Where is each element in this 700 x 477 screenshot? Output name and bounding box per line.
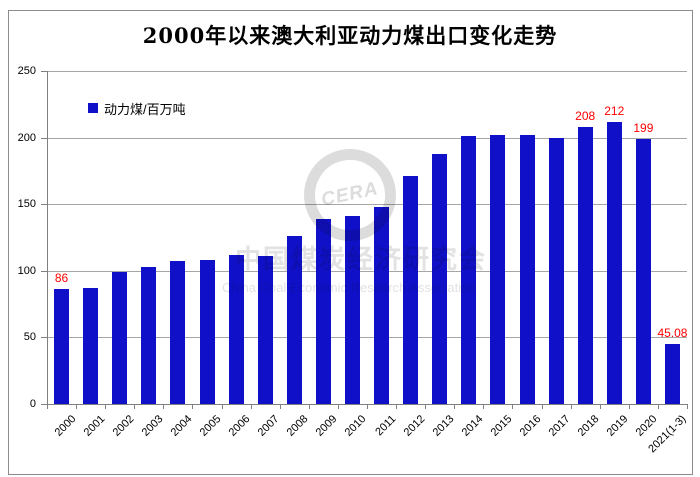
- x-tick: [512, 405, 514, 409]
- bar-value-label-2020: 199: [633, 120, 654, 135]
- bar-2006: [228, 254, 244, 404]
- bar-2013: [432, 153, 448, 404]
- x-tick: [454, 405, 456, 409]
- x-tick: [657, 405, 659, 409]
- y-axis-label-150: 150: [17, 198, 36, 211]
- gridline-50: [47, 337, 687, 339]
- x-tick: [483, 405, 485, 409]
- x-tick: [396, 405, 398, 409]
- bar-2017: [548, 137, 564, 404]
- legend: 动力煤/百万吨: [88, 101, 186, 117]
- bar-2016: [519, 134, 535, 404]
- x-tick: [250, 405, 252, 409]
- bar-2010: [344, 216, 360, 404]
- y-axis: [47, 71, 48, 404]
- x-tick: [105, 405, 107, 409]
- x-tick: [541, 405, 543, 409]
- x-tick: [134, 405, 136, 409]
- bar-2020: [635, 138, 651, 404]
- gridline-100: [47, 270, 687, 272]
- x-tick: [599, 405, 601, 409]
- x-tick: [628, 405, 630, 409]
- y-tick-250: [41, 71, 47, 72]
- bar-2000: [54, 289, 70, 404]
- y-axis-label-200: 200: [17, 131, 36, 144]
- bar-2004: [170, 261, 186, 404]
- y-tick-150: [41, 204, 47, 206]
- x-tick: [425, 405, 427, 409]
- x-tick: [308, 405, 310, 409]
- y-axis-label-250: 250: [17, 65, 36, 77]
- bar-2018: [577, 126, 593, 404]
- bar-2014: [461, 136, 477, 404]
- x-tick: [687, 405, 688, 409]
- bar-2005: [199, 260, 215, 404]
- legend-swatch: [88, 103, 98, 113]
- bar-value-label-2018: 208: [575, 108, 596, 123]
- bar-2008: [286, 236, 302, 404]
- bar-value-label-2019: 212: [604, 103, 625, 118]
- legend-label: 动力煤/百万吨: [104, 101, 186, 117]
- bar-2009: [315, 218, 331, 404]
- y-axis-label-50: 50: [23, 331, 36, 344]
- x-tick: [570, 405, 572, 409]
- bar-2015: [490, 134, 506, 404]
- x-tick: [163, 405, 165, 409]
- gridline-250: [47, 71, 687, 72]
- x-tick: [76, 405, 78, 409]
- chart-title: 2000年以来澳大利亚动力煤出口变化走势: [142, 23, 558, 48]
- bar-2021(1-3): [664, 343, 680, 404]
- x-tick: [47, 405, 48, 409]
- y-tick-50: [41, 337, 47, 339]
- y-axis-label-0: 0: [29, 398, 36, 410]
- x-tick: [337, 405, 339, 409]
- bar-2019: [606, 121, 622, 404]
- x-tick: [221, 405, 223, 409]
- gridline-150: [47, 204, 687, 206]
- bar-2001: [83, 288, 99, 404]
- bar-2007: [257, 256, 273, 404]
- bar-2011: [374, 206, 390, 404]
- bar-2012: [403, 176, 419, 404]
- gridline-200: [47, 137, 687, 139]
- y-tick-0: [41, 404, 47, 405]
- bar-2003: [141, 266, 157, 404]
- y-tick-100: [41, 270, 47, 272]
- x-axis: [47, 404, 688, 405]
- y-axis-label-100: 100: [17, 264, 36, 277]
- x-tick: [279, 405, 281, 409]
- x-tick: [367, 405, 368, 409]
- bar-value-label-2021(1-3): 45.08: [657, 325, 688, 340]
- y-tick-200: [41, 137, 47, 139]
- bar-2002: [112, 272, 128, 404]
- x-tick: [192, 405, 194, 409]
- bar-value-label-2000: 86: [54, 271, 69, 286]
